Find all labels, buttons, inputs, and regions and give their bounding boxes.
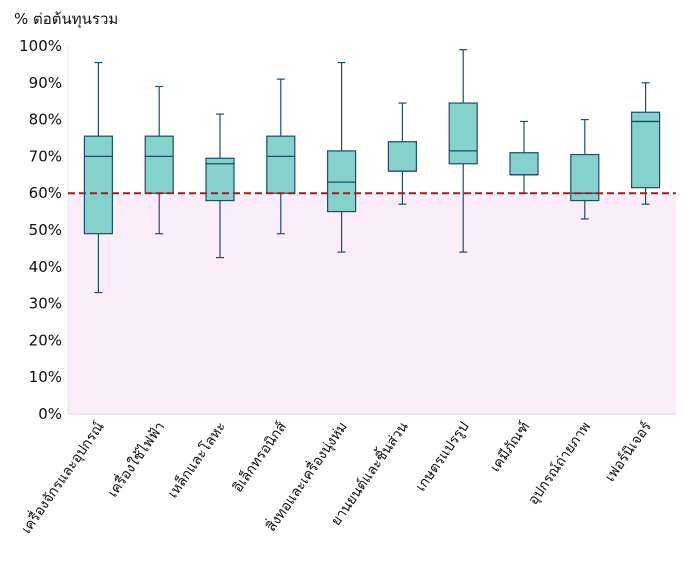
iqr-box xyxy=(448,102,478,165)
y-tick-label: 20% xyxy=(29,331,62,349)
iqr-box xyxy=(266,135,296,194)
box-7 xyxy=(448,49,478,253)
category-label: เหล็กและโลหะ xyxy=(163,418,229,501)
category-label: เครื่องใช้ไฟฟ้า xyxy=(103,418,168,500)
iqr-box xyxy=(387,141,417,172)
iqr-box xyxy=(630,111,661,189)
iqr-box xyxy=(144,135,174,194)
iqr-box xyxy=(509,152,539,176)
y-tick-label: 100% xyxy=(19,37,62,55)
y-tick-label: 40% xyxy=(29,258,62,276)
y-tick-label: 30% xyxy=(29,295,62,313)
category-label: เกษตรแปรรูป xyxy=(413,419,473,495)
box-2 xyxy=(144,85,174,235)
box-5 xyxy=(327,61,357,253)
y-tick-label: 0% xyxy=(38,405,62,423)
y-axis-label: % ต่อต้นทุนรวม xyxy=(14,10,118,29)
iqr-box xyxy=(83,135,114,235)
y-tick-label: 90% xyxy=(29,74,62,92)
category-label: เฟอร์นิเจอร์ xyxy=(601,418,655,485)
y-tick-label: 50% xyxy=(29,221,62,239)
box-8 xyxy=(509,120,539,194)
category-labels: เครื่องจักรและอุปกรณ์เครื่องใช้ไฟฟ้าเหล็… xyxy=(17,417,655,537)
category-label: อุปกรณ์ถ่ายภาพ xyxy=(524,419,594,508)
box-6 xyxy=(387,102,417,205)
iqr-box xyxy=(205,157,235,202)
boxes-group xyxy=(83,49,661,294)
below-threshold-region xyxy=(68,193,676,414)
box-3 xyxy=(205,113,235,259)
iqr-box xyxy=(327,150,357,213)
y-tick-label: 60% xyxy=(29,184,62,202)
y-axis-ticks: 0% 10% 20% 30% 40% 50% 60% 70% 80% 90% 100% xyxy=(19,37,62,423)
y-tick-label: 10% xyxy=(29,368,62,386)
category-label: เคมีภัณฑ์ xyxy=(487,419,534,476)
category-label: อิเล็กทรอนิกส์ xyxy=(228,418,290,496)
box-10 xyxy=(630,82,661,205)
category-label: เครื่องจักรและอุปกรณ์ xyxy=(17,418,108,537)
y-tick-label: 80% xyxy=(29,111,62,129)
y-tick-label: 70% xyxy=(29,147,62,165)
box-1 xyxy=(83,61,114,294)
box-4 xyxy=(266,78,296,235)
